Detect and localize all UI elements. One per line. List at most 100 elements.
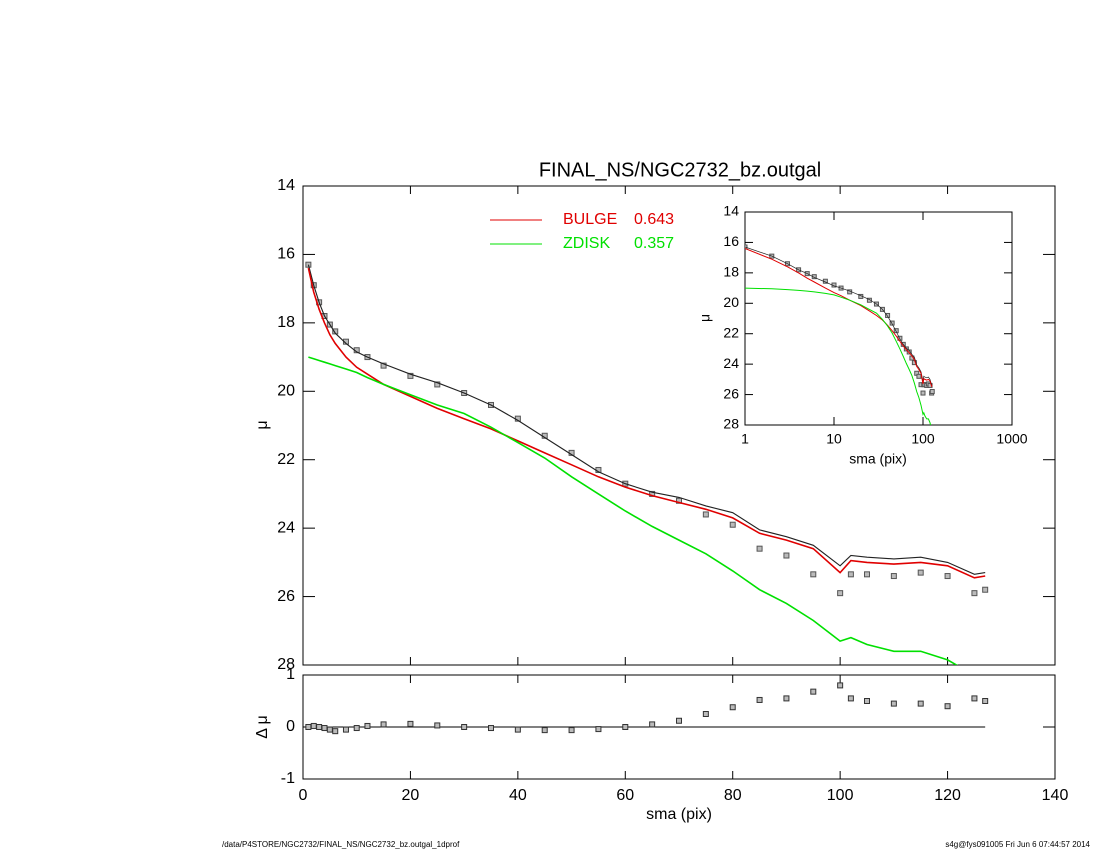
y-tick-label: 26 (277, 588, 295, 605)
residual-y-label: Δ μ (254, 715, 271, 738)
data-point (982, 586, 989, 593)
residual-point (541, 727, 548, 734)
data-point (893, 328, 899, 334)
residual-point (783, 695, 790, 702)
residual-point (982, 698, 989, 704)
residual-point (332, 728, 339, 735)
residual-point (568, 727, 575, 734)
y-tick-label: 26 (723, 385, 739, 401)
residual-point (702, 711, 709, 717)
residual-point (944, 703, 951, 710)
y-tick-label: 20 (277, 383, 295, 400)
main-plot (305, 261, 989, 665)
data-point (917, 569, 924, 576)
x-tick-label: 100 (827, 787, 854, 804)
data-point (890, 573, 897, 580)
series-line (307, 267, 986, 579)
residual-point (810, 688, 817, 695)
data-point (971, 590, 978, 597)
residual-point (756, 696, 763, 703)
y-tick-label: 16 (723, 233, 739, 249)
data-point (332, 328, 339, 335)
data-point (745, 244, 748, 250)
x-tick-label: 1 (741, 431, 749, 447)
y-tick-label: 28 (277, 656, 295, 673)
x-tick-label: 0 (299, 787, 308, 804)
data-point (889, 320, 895, 326)
data-point (407, 372, 414, 379)
x-tick-label: 20 (402, 787, 420, 804)
x-tick-label: 1000 (996, 431, 1027, 447)
data-point (305, 261, 312, 268)
residual-point (305, 724, 312, 730)
residual-point (622, 724, 629, 730)
residual-point (890, 700, 897, 707)
x-tick-label: 80 (724, 787, 742, 804)
residual-point (837, 682, 844, 689)
y-tick-label: 20 (723, 294, 739, 310)
residual-point (321, 725, 328, 732)
residual-point (342, 726, 349, 733)
y-tick-label: -1 (281, 770, 295, 787)
data-point (756, 545, 763, 552)
residual-point (380, 721, 387, 728)
data-point (866, 297, 872, 303)
data-point (920, 390, 926, 396)
main-frame (302, 185, 1056, 666)
series-line (308, 356, 959, 665)
data-point (434, 381, 441, 388)
footer-left: /data/P4STORE/NGC2732/FINAL_NS/NGC2732_b… (222, 840, 460, 849)
series-line (745, 248, 933, 388)
data-point (885, 312, 891, 318)
inset-frame (744, 211, 1013, 426)
residual-point (364, 722, 371, 729)
legend-label: ZDISK (563, 235, 610, 252)
residual-point (326, 726, 333, 733)
data-point (783, 552, 790, 559)
residual-point (461, 724, 468, 730)
residual-point (488, 725, 494, 732)
inset-plot (745, 244, 935, 425)
residual-point (847, 695, 854, 702)
x-tick-label: 100 (911, 431, 935, 447)
x-tick-label: 40 (509, 787, 527, 804)
y-tick-label: 16 (277, 246, 295, 263)
data-point (837, 590, 844, 597)
data-point (847, 571, 854, 578)
data-point (903, 346, 909, 352)
residual-point (434, 722, 441, 729)
residual-point (316, 724, 323, 730)
y-tick-label: 18 (277, 314, 295, 331)
y-tick-label: 18 (723, 264, 739, 280)
data-point (929, 389, 935, 395)
y-tick-label: 14 (723, 203, 739, 219)
data-point (916, 373, 922, 379)
residual-point (310, 722, 317, 729)
y-tick-label: 0 (286, 718, 295, 735)
inset-x-label: sma (pix) (849, 451, 907, 467)
legend-label: BULGE (563, 211, 617, 228)
y-axis-label: μ (254, 420, 271, 429)
y-tick-label: 28 (723, 416, 739, 432)
series-line (307, 264, 986, 575)
residual-point (595, 726, 602, 733)
x-axis-label: sma (pix) (646, 806, 712, 823)
data-point (944, 573, 951, 580)
series-line (745, 287, 932, 425)
data-point (864, 571, 870, 578)
y-tick-label: 22 (723, 324, 739, 340)
y-tick-label: 24 (723, 355, 739, 371)
residual-point (514, 726, 521, 733)
residual-point (729, 704, 736, 711)
legend-fraction: 0.357 (634, 235, 674, 252)
y-tick-label: 22 (277, 451, 295, 468)
series-line (745, 246, 933, 386)
residual-point (649, 721, 656, 728)
x-tick-label: 140 (1042, 787, 1069, 804)
y-tick-label: 1 (286, 666, 295, 683)
x-tick-label: 10 (826, 431, 842, 447)
y-tick-label: 24 (277, 519, 295, 536)
residual-point (917, 700, 924, 707)
x-tick-label: 60 (616, 787, 634, 804)
